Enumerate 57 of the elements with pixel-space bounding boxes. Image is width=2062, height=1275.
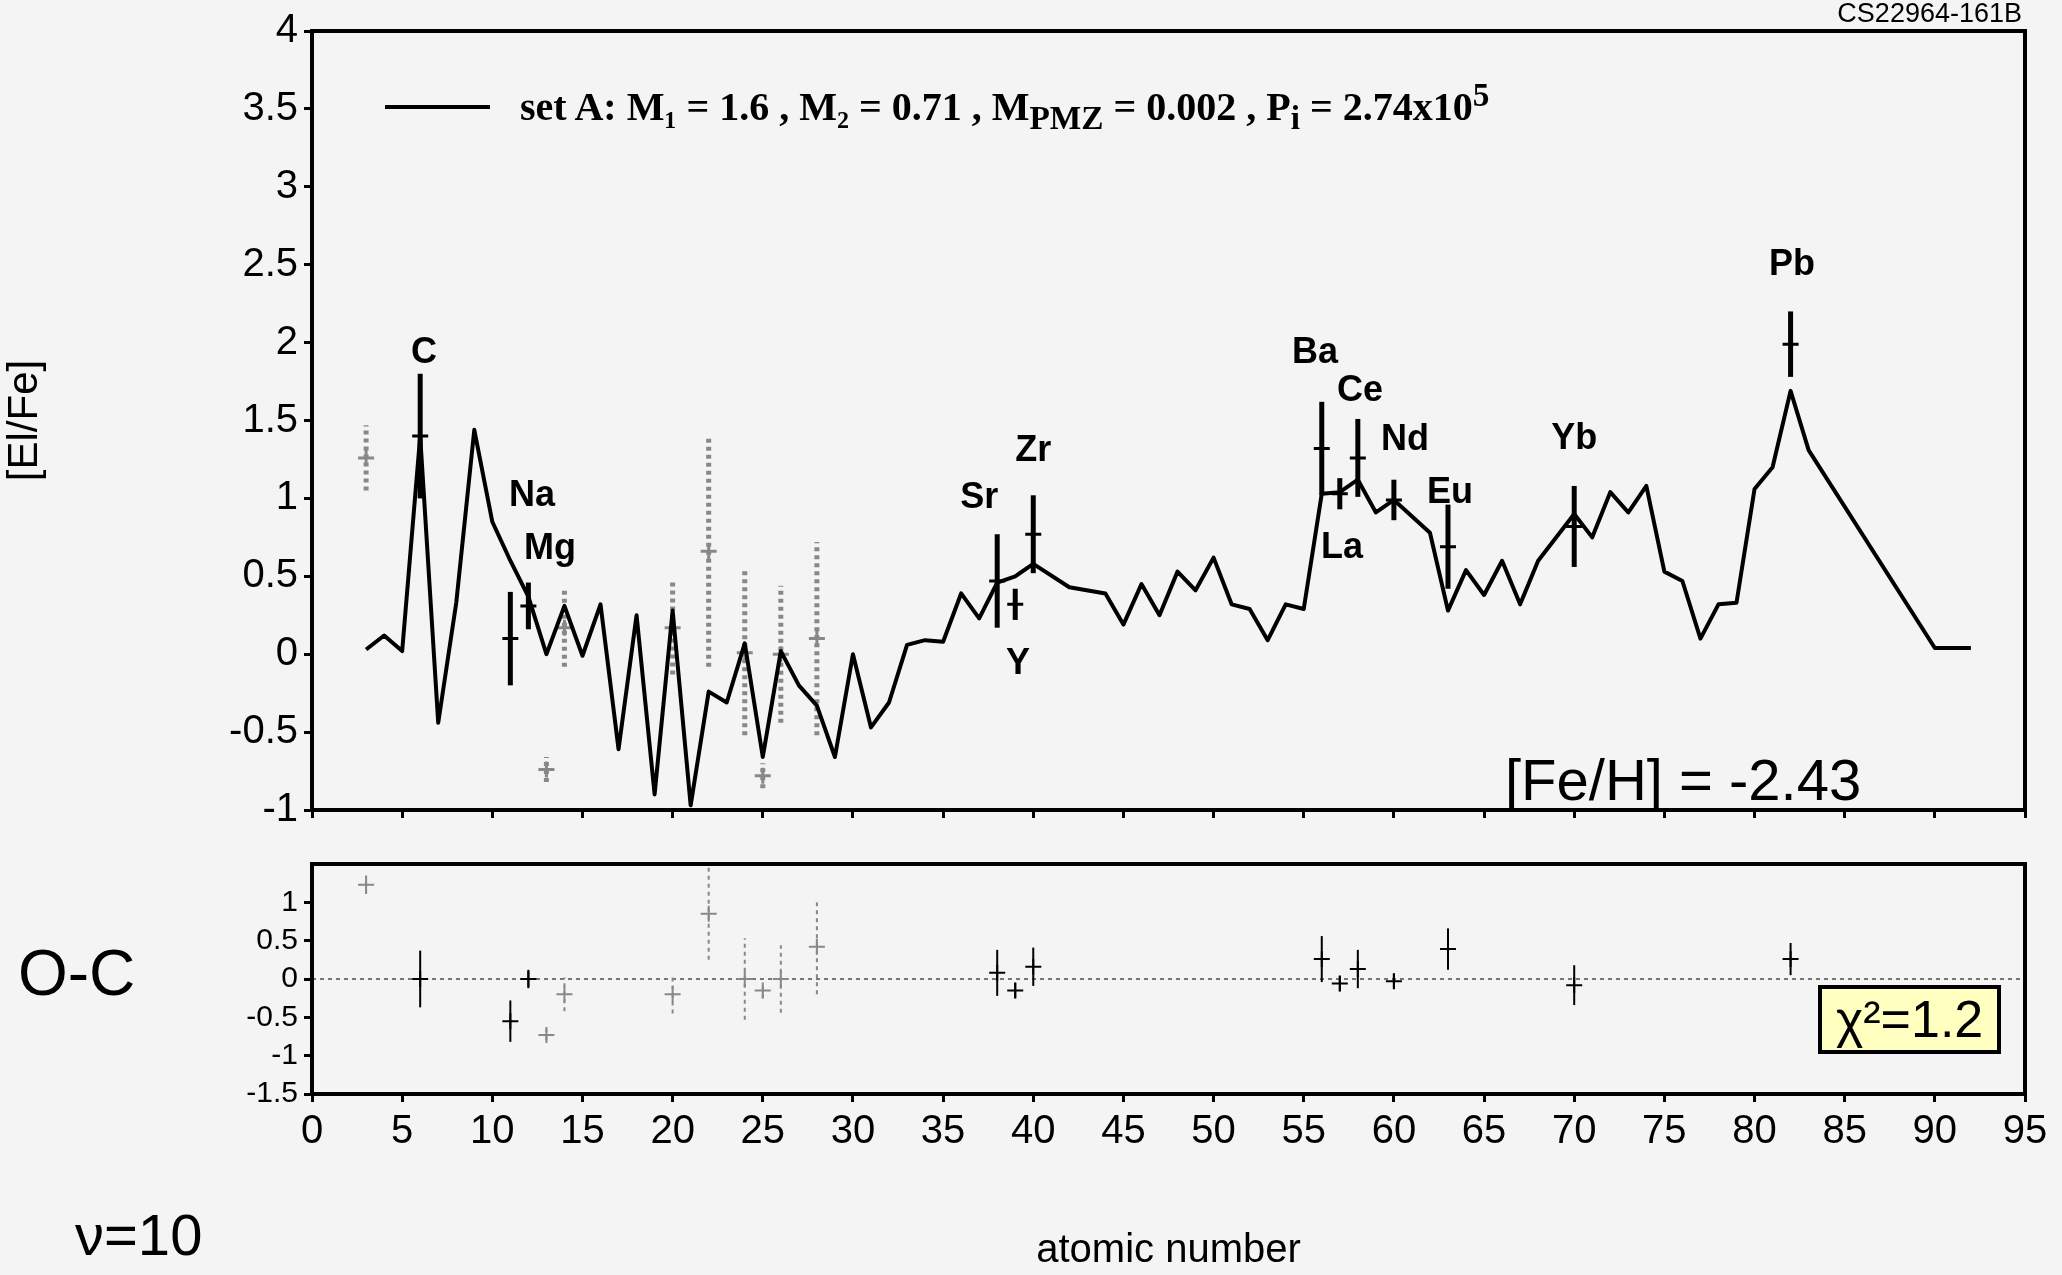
x-tick-label: 75 <box>1642 1107 1687 1152</box>
y-tick-label: -0.5 <box>229 707 298 752</box>
y-tick-label: 1 <box>275 473 298 518</box>
y-tick-label: 2 <box>275 317 298 362</box>
y-tick-label: 0.5 <box>242 551 298 596</box>
y-tick-label: 0 <box>275 629 298 674</box>
x-tick-label: 65 <box>1461 1107 1507 1152</box>
y-tick-label: 1 <box>281 883 298 917</box>
x-tick-label: 25 <box>740 1107 786 1152</box>
y-tick-label: 0 <box>281 960 298 994</box>
x-tick-label: 15 <box>560 1107 605 1152</box>
annotation: Pb <box>1768 242 1816 284</box>
annotation: Mg <box>524 526 576 568</box>
y-tick-label: 2.5 <box>242 239 298 284</box>
annotation: Sr <box>960 475 999 517</box>
x-tick-label: 60 <box>1371 1107 1417 1152</box>
annotation: Nd <box>1381 417 1429 459</box>
annotation: Eu <box>1426 470 1474 512</box>
legend-label: set A: M₁ = 1.6 , M₂ = 0.71 , M$_{PMZ}$ = 0.002 , P$_{i}$ = 2.74x10$^{5}$ <box>520 76 1490 138</box>
text: ν=10 <box>75 1202 203 1267</box>
y-axis-title: O-C <box>18 937 136 1009</box>
y-tick-label: -1.5 <box>246 1075 298 1109</box>
annotation: La <box>1320 525 1364 567</box>
annotation: Yb <box>1551 416 1598 458</box>
x-tick-label: 20 <box>650 1107 695 1152</box>
annotation: Zr <box>1015 428 1052 470</box>
x-tick-label: 80 <box>1732 1107 1777 1152</box>
annotation: Ba <box>1291 330 1339 372</box>
text: CS22964-161B <box>1837 0 2022 28</box>
x-tick-label: 90 <box>1912 1107 1958 1152</box>
y-axis-title: [El/Fe] <box>0 359 46 482</box>
y-tick-label: 0.5 <box>256 921 298 955</box>
x-tick-label: 30 <box>830 1107 876 1152</box>
y-tick-label: 4 <box>275 6 298 51</box>
annotation: Y <box>1005 641 1031 683</box>
y-tick-label: 3 <box>275 161 298 206</box>
annotation: Na <box>508 473 556 515</box>
annotation: χ²=1.2 <box>1818 985 2002 1055</box>
x-tick-label: 95 <box>2002 1107 2048 1152</box>
y-tick-label: 3.5 <box>242 83 298 128</box>
x-tick-label: 55 <box>1281 1107 1326 1152</box>
x-tick-label: 5 <box>391 1107 414 1152</box>
y-tick-label: -1 <box>271 1036 298 1070</box>
x-tick-label: 40 <box>1011 1107 1056 1152</box>
x-tick-label: 10 <box>470 1107 515 1152</box>
x-tick-label: 50 <box>1191 1107 1236 1152</box>
annotation: C <box>411 330 437 372</box>
x-tick-label: 35 <box>920 1107 966 1152</box>
y-tick-label: -1 <box>262 785 298 830</box>
y-tick-label: -0.5 <box>246 998 298 1032</box>
annotation: Ce <box>1336 368 1384 410</box>
x-tick-label: 85 <box>1822 1107 1867 1152</box>
y-tick-label: 1.5 <box>242 395 298 440</box>
x-axis-title: atomic number <box>1036 1226 1301 1271</box>
x-tick-label: 70 <box>1551 1107 1597 1152</box>
x-tick-label: 45 <box>1101 1107 1146 1152</box>
annotation: [Fe/H] = -2.43 <box>1505 747 1862 812</box>
